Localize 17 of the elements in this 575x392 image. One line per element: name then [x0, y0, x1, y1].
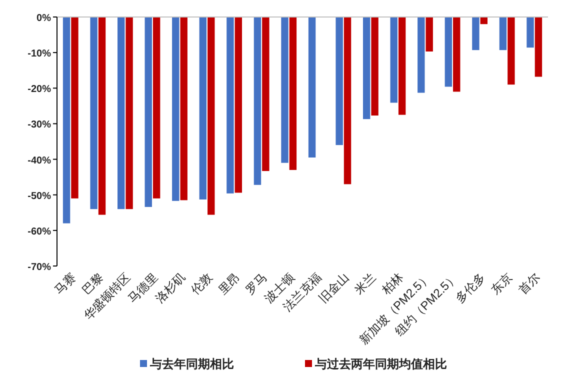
x-tick-label: 东京 [488, 270, 516, 298]
x-tick-label: 米兰 [352, 270, 379, 298]
y-tick-label: -50% [28, 190, 52, 202]
y-tick-label: -70% [28, 262, 52, 273]
x-tick-label: 首尔 [516, 270, 542, 298]
y-tick-label: -40% [28, 155, 52, 166]
x-tick-label: 里昂 [216, 270, 242, 298]
y-tick-label: -30% [28, 120, 52, 131]
y-tick-label: 0% [36, 13, 52, 24]
legend-label: 与去年同期相比 [149, 357, 234, 371]
y-tick-label: -20% [28, 84, 52, 96]
x-tick-label: 马赛 [52, 270, 79, 298]
y-tick-label: -10% [28, 48, 52, 60]
x-tick-label: 多伦多 [452, 270, 488, 306]
y-tick-label: -60% [28, 226, 52, 238]
legend-label: 与过去两年同期均值相比 [314, 357, 447, 371]
x-tick-label: 伦敦 [188, 270, 216, 298]
